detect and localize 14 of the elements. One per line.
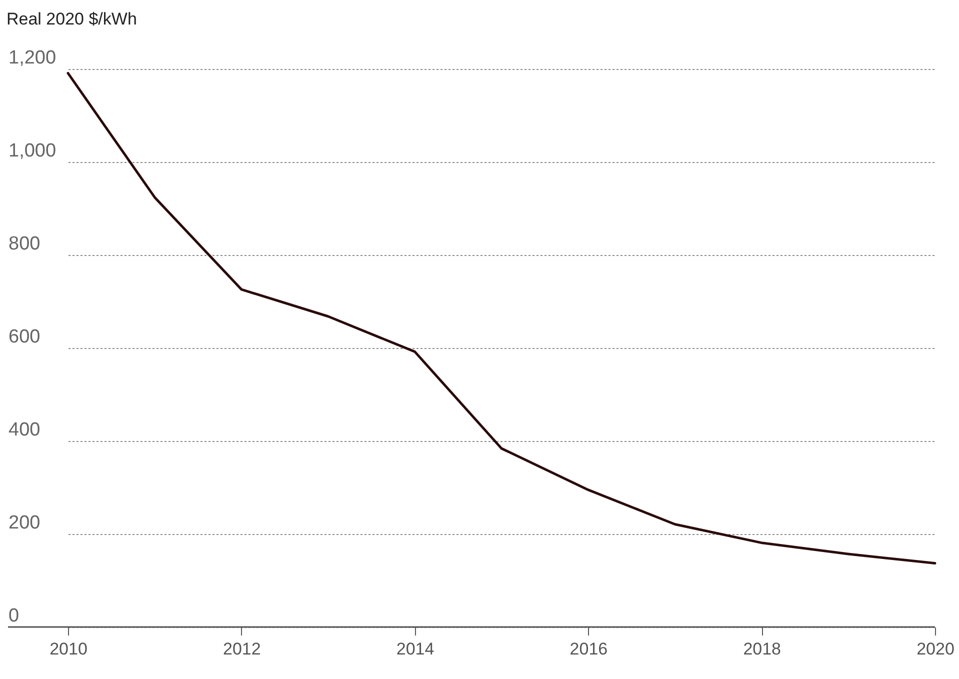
x-tick-label: 2016 — [570, 640, 608, 658]
y-tick-label: 800 — [8, 234, 40, 254]
x-tick-label: 2014 — [396, 640, 434, 658]
y-tick-label: 1,000 — [8, 140, 56, 162]
y-tick-label: 400 — [8, 420, 40, 440]
x-tick-label: 2010 — [50, 640, 88, 658]
x-tick-label: 2020 — [916, 640, 954, 658]
y-tick-label: 200 — [8, 512, 40, 534]
y-tick-label: 0 — [8, 606, 20, 626]
y-tick-label: 1,200 — [8, 48, 56, 68]
y-axis-title: Real 2020 $/kWh — [6, 10, 137, 28]
x-tick-label: 2018 — [743, 640, 782, 658]
y-tick-label: 600 — [8, 326, 40, 348]
x-tick-label: 2012 — [222, 640, 261, 658]
